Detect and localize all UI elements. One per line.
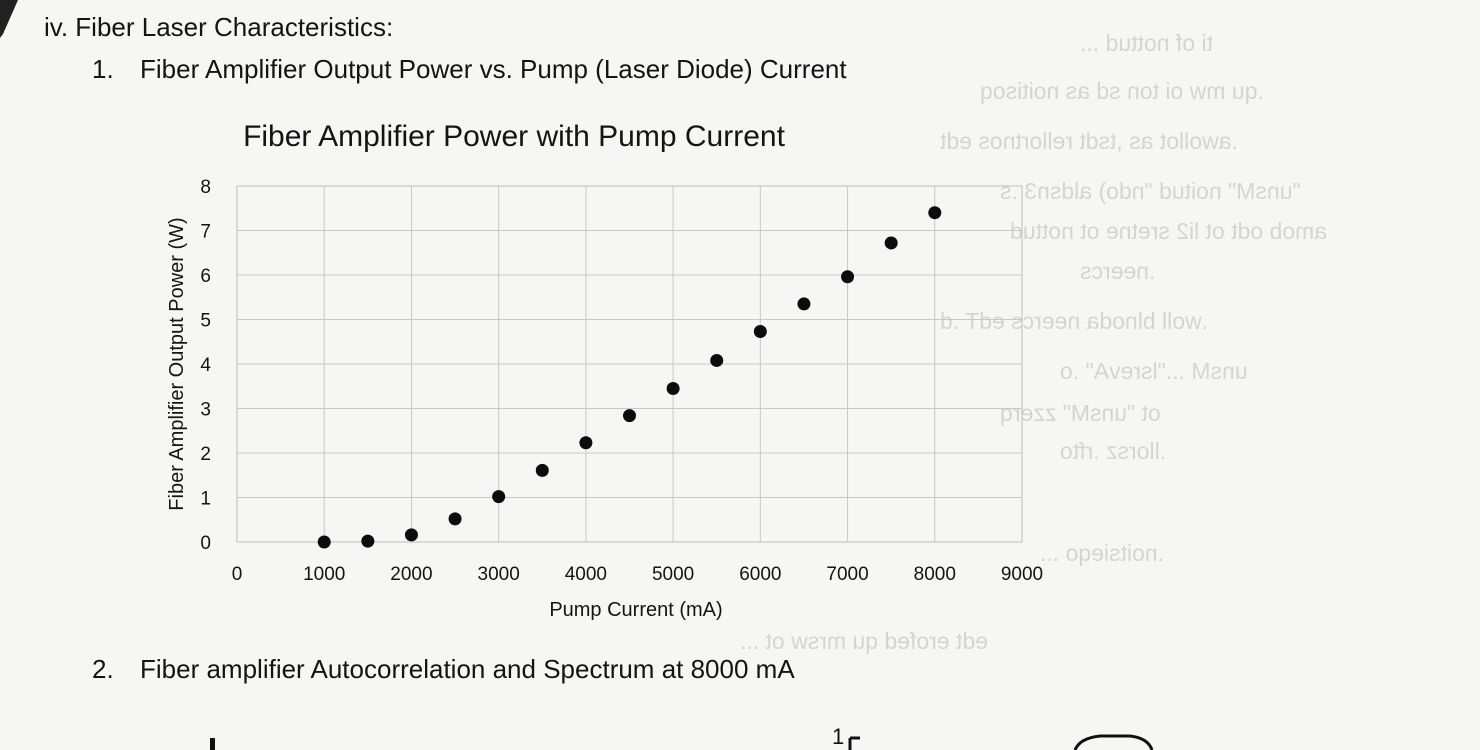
data-point-6	[579, 436, 593, 450]
y-tick-label-7: 7	[200, 222, 211, 243]
data-point-9	[710, 353, 724, 367]
item-2-title: Fiber amplifier Autocorrelation and Spec…	[140, 654, 795, 684]
y-axis-label: Fiber Amplifier Output Power (W)	[166, 217, 188, 510]
y-tick-label-3: 3	[200, 400, 211, 421]
x-tick-label-1: 1000	[303, 564, 345, 585]
left-figure-axis-tick	[210, 738, 215, 750]
plot-frame	[236, 185, 1023, 543]
y-tick-label-2: 2	[200, 444, 211, 465]
right-figure-axis-label: 1	[832, 724, 844, 749]
x-tick-label-2: 2000	[390, 564, 432, 585]
x-tick-label-0: 0	[232, 564, 243, 585]
chart-title: Fiber Amplifier Power with Pump Current	[243, 120, 786, 153]
y-tick-label-5: 5	[200, 311, 211, 332]
data-point-12	[841, 270, 855, 284]
data-point-0	[317, 535, 331, 549]
x-tick-label-4: 4000	[565, 564, 607, 585]
item-1-title: Fiber Amplifier Output Power vs. Pump (L…	[140, 54, 847, 84]
y-tick-label-0: 0	[200, 533, 211, 554]
data-points	[317, 206, 942, 549]
data-point-10	[753, 325, 767, 339]
data-point-5	[535, 463, 549, 477]
next-figures-partial: 1	[210, 724, 1154, 750]
x-tick-label-6: 6000	[739, 564, 781, 585]
right-figure-axis	[848, 736, 860, 750]
item-1-heading: 1. Fiber Amplifier Output Power vs. Pump …	[92, 54, 847, 85]
grid-lines	[236, 185, 1023, 543]
y-tick-label-8: 8	[200, 177, 211, 198]
x-tick-label-3: 3000	[478, 564, 520, 585]
data-point-14	[928, 206, 942, 220]
y-tick-label-4: 4	[200, 355, 211, 376]
data-point-13	[884, 236, 898, 250]
y-tick-labels: 0 1 2 3 4 5 6 7 8	[200, 177, 211, 554]
page-corner-mark	[0, 0, 18, 38]
data-point-1	[361, 534, 375, 548]
item-1-number: 1.	[92, 54, 114, 84]
x-tick-label-7: 7000	[826, 564, 868, 585]
y-tick-label-1: 1	[200, 489, 211, 510]
section-title: iv. Fiber Laser Characteristics:	[44, 12, 394, 42]
data-point-11	[797, 297, 811, 311]
spectrum-figure-outline	[1073, 734, 1154, 750]
x-tick-labels: 0 1000 2000 3000 4000 5000 6000 7000 8000 9000	[232, 564, 1043, 585]
data-point-4	[492, 490, 506, 504]
x-tick-label-9: 9000	[1001, 564, 1043, 585]
scatter-chart: Fiber Amplifier Power with Pump Current …	[166, 120, 1043, 621]
data-point-7	[623, 409, 636, 423]
data-point-8	[666, 381, 680, 395]
item-2-number: 2.	[92, 654, 114, 684]
x-axis-label: Pump Current (mA)	[549, 599, 722, 621]
data-point-3	[448, 512, 462, 526]
y-tick-label-6: 6	[200, 266, 211, 287]
data-point-2	[404, 528, 418, 542]
x-tick-label-8: 8000	[914, 564, 956, 585]
x-tick-label-5: 5000	[652, 564, 694, 585]
item-2-heading: 2. Fiber amplifier Autocorrelation and Sp…	[92, 654, 795, 685]
